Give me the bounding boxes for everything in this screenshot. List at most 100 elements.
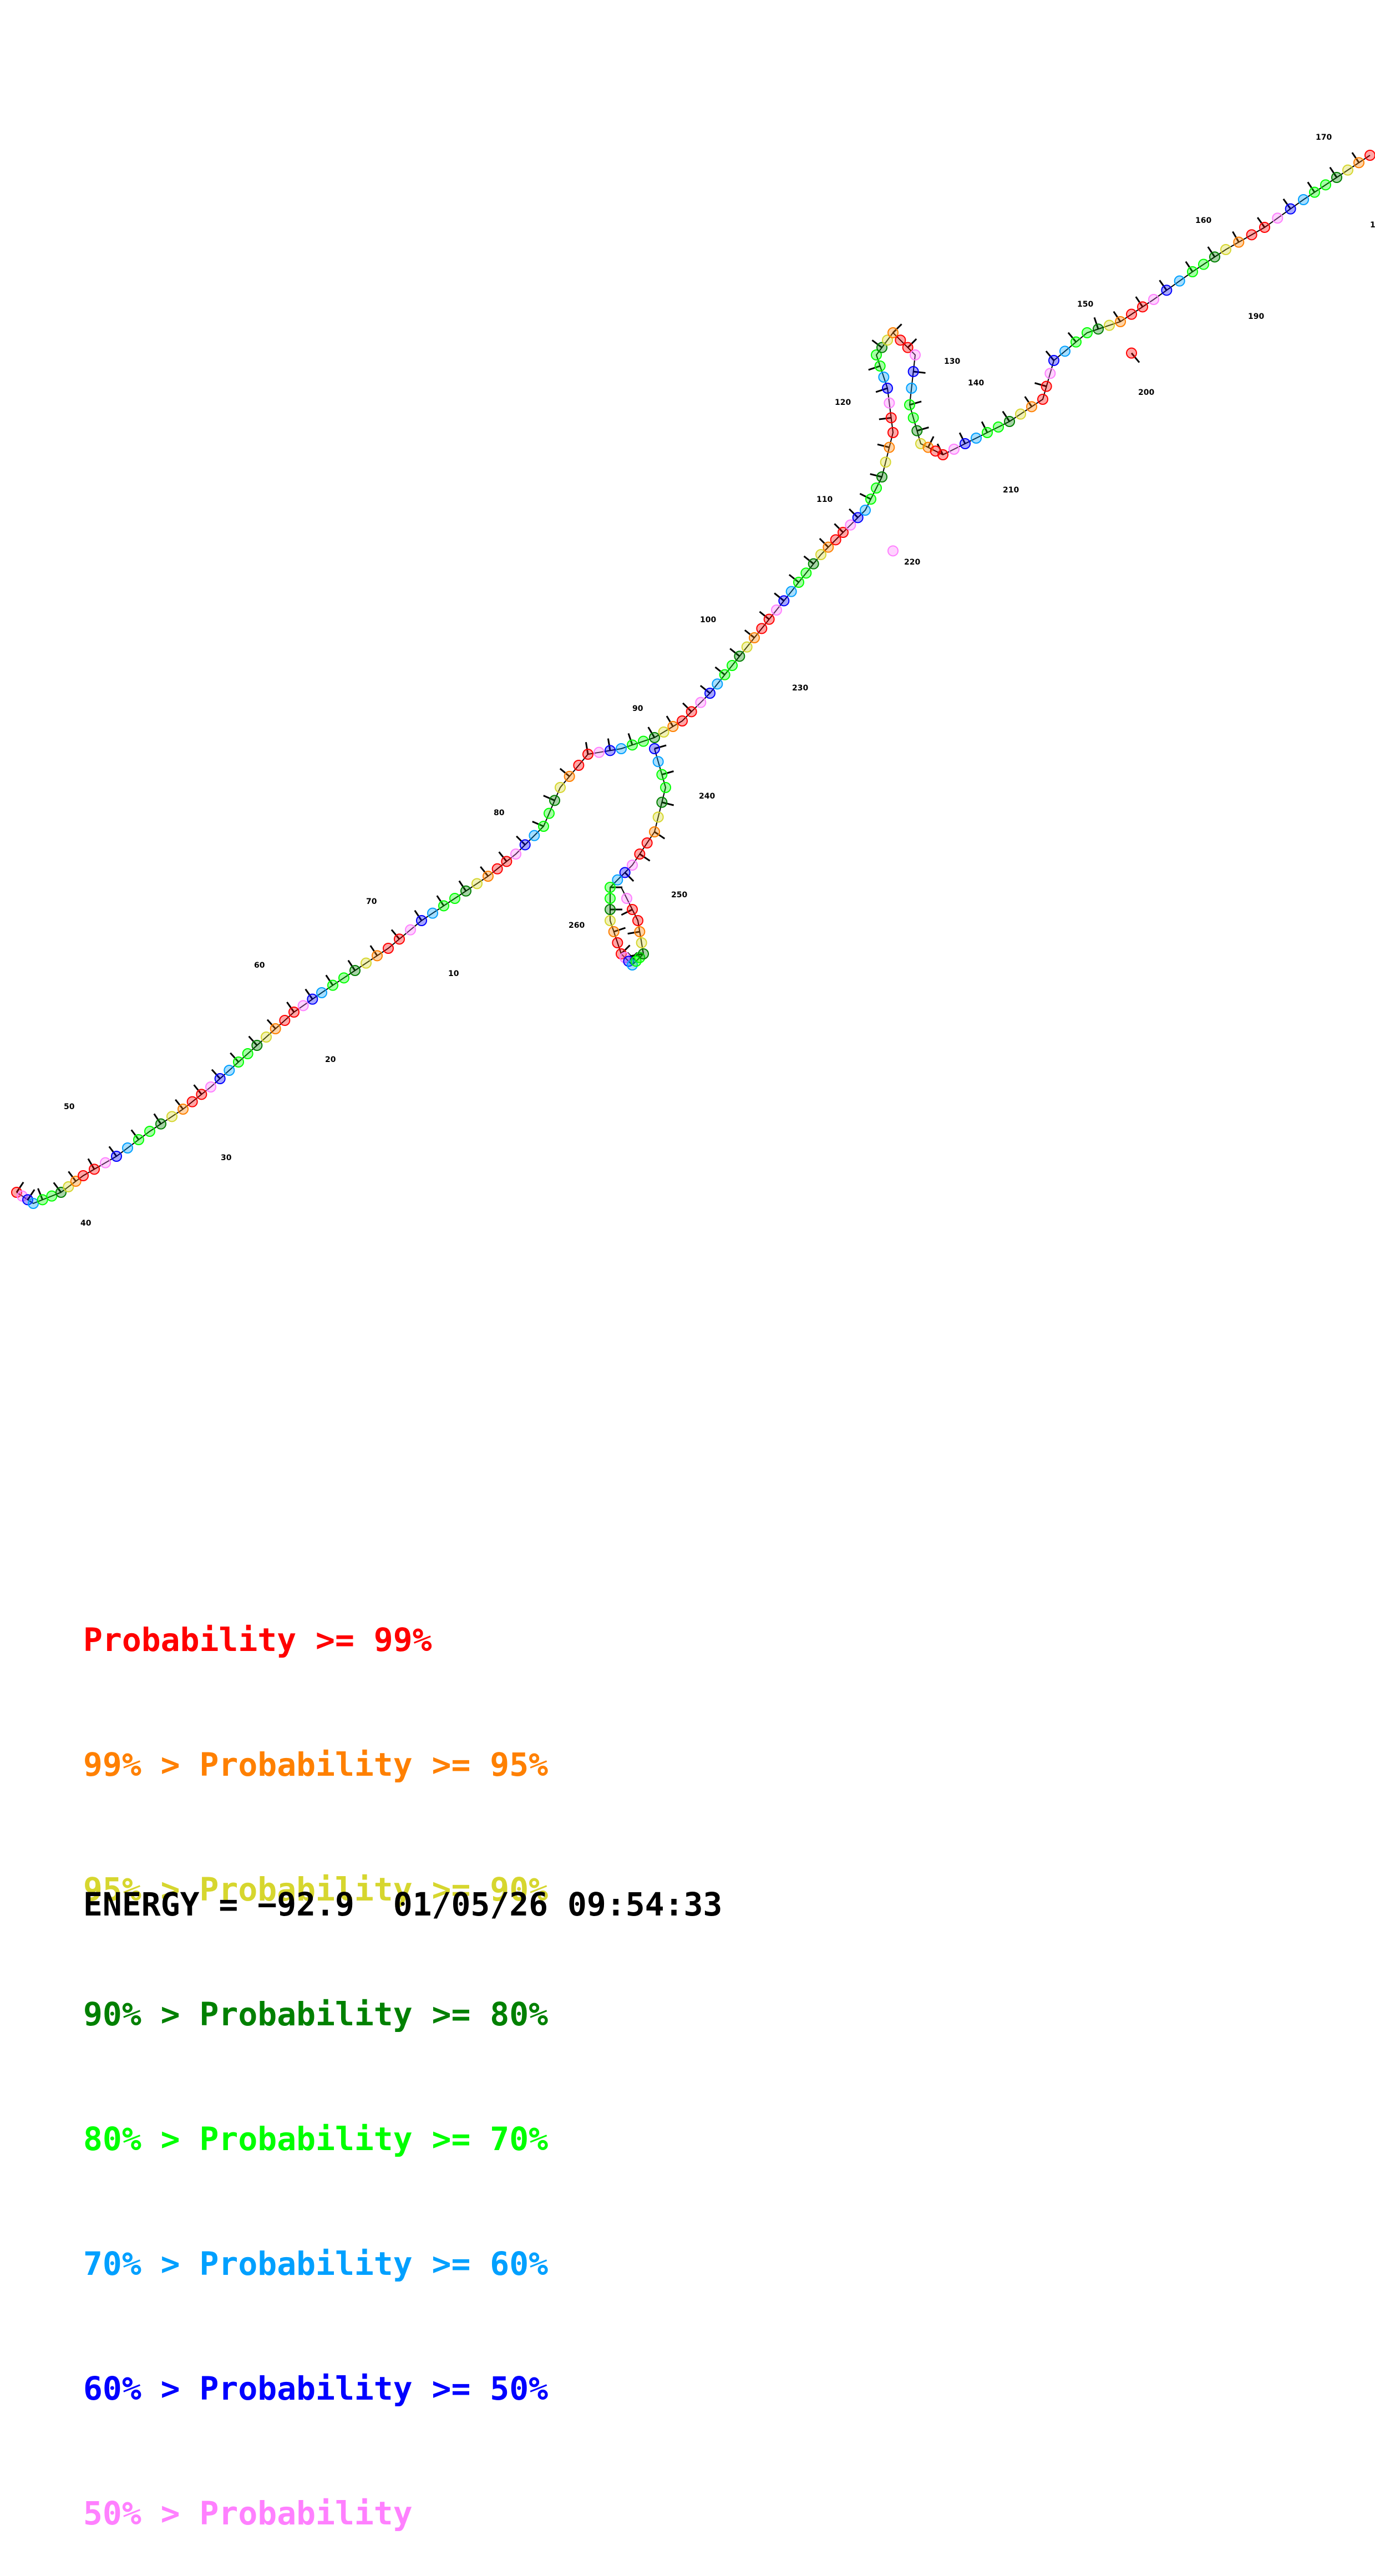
nucleotide xyxy=(605,904,616,915)
nucleotide xyxy=(549,795,560,806)
nucleotide xyxy=(667,721,679,732)
nucleotide xyxy=(838,527,849,538)
base-pair-bond xyxy=(819,538,829,548)
nucleotide xyxy=(656,769,668,780)
nucleotide xyxy=(155,1118,166,1130)
nucleotide xyxy=(1059,346,1070,357)
backbone-path xyxy=(16,155,1371,1205)
base-pair-bond xyxy=(1351,152,1360,164)
legend-text: Probability >= 90% xyxy=(199,1871,549,1908)
nucleotide xyxy=(793,577,804,588)
nucleotide xyxy=(573,760,585,771)
index-label: 200 xyxy=(1138,388,1154,397)
nucleotide xyxy=(649,826,660,837)
nucleotide xyxy=(815,549,826,560)
index-label: 260 xyxy=(569,921,585,930)
base-pair-bond xyxy=(175,1099,184,1110)
nucleotide xyxy=(316,987,327,998)
nucleotide xyxy=(904,399,915,410)
index-label: 170 xyxy=(1316,133,1332,142)
legend-text: Probability >= 60% xyxy=(199,2245,549,2283)
base-pair-bond xyxy=(892,323,902,334)
index-label: 30 xyxy=(221,1154,232,1162)
base-pair-bond xyxy=(759,611,770,620)
nucleotide xyxy=(845,519,856,531)
nucleotide xyxy=(78,1170,89,1181)
base-pair-bond xyxy=(699,685,711,694)
nucleotide xyxy=(686,706,697,718)
nucleotide xyxy=(100,1157,111,1168)
nucleotide xyxy=(871,349,882,360)
nucleotide xyxy=(636,937,647,948)
base-pair-bond xyxy=(849,508,859,519)
nucleotide xyxy=(652,811,664,823)
legend-text: Probability >= 50% xyxy=(199,2370,549,2407)
base-pair-bond xyxy=(37,1188,44,1200)
base-pair-bond xyxy=(436,895,445,907)
legend-prefix: 70% > xyxy=(83,2245,200,2283)
probability-legend: Probability >= 99% 99% > Probability >= … xyxy=(83,1536,548,2576)
nucleotide xyxy=(1220,244,1231,255)
base-pair-bond xyxy=(1256,217,1266,228)
nucleotide xyxy=(491,863,503,875)
base-pair-bond xyxy=(1135,296,1144,308)
base-pair-bond xyxy=(1002,410,1011,422)
nucleotide xyxy=(251,1040,263,1051)
legend-text: Probability >= 95% xyxy=(199,1746,549,1784)
nucleotide xyxy=(605,882,616,893)
nucleotide xyxy=(279,1015,291,1026)
nucleotide xyxy=(895,334,906,346)
nucleotide xyxy=(719,669,730,680)
nucleotide xyxy=(196,1089,207,1100)
base-pair-bond xyxy=(1045,350,1055,361)
nucleotide xyxy=(297,1000,309,1012)
nucleotide xyxy=(11,1187,22,1198)
index-label: 20 xyxy=(325,1055,336,1064)
base-pair-bond xyxy=(27,1189,35,1201)
nucleotide xyxy=(307,993,318,1005)
base-pair-bond xyxy=(714,666,725,675)
base-pair-bond xyxy=(532,820,544,827)
base-pair-bond xyxy=(1067,332,1077,343)
nucleotide xyxy=(1309,186,1320,198)
nucleotide xyxy=(907,412,919,424)
base-pair-bond xyxy=(788,574,799,583)
nucleotide xyxy=(960,438,971,449)
index-label: 230 xyxy=(792,684,808,693)
backbone-segment xyxy=(610,748,667,966)
base-pair-bond xyxy=(1307,181,1316,193)
base-pair-bond xyxy=(744,629,755,639)
nucleotide xyxy=(727,660,738,671)
nucleotide xyxy=(704,688,716,699)
nucleotide xyxy=(1342,164,1353,176)
nucleotide xyxy=(55,1187,67,1198)
index-label: 50 xyxy=(64,1102,75,1111)
base-pair-bond xyxy=(130,1129,140,1140)
nucleotide xyxy=(1259,222,1270,233)
base-pair-bond xyxy=(211,1069,221,1080)
nucleotide xyxy=(871,482,882,494)
nucleotide xyxy=(876,471,887,482)
nucleotide xyxy=(785,586,797,597)
base-pair-bond xyxy=(871,339,882,348)
base-pair-bond xyxy=(803,555,814,565)
base-pair-bond xyxy=(266,1019,276,1030)
nucleotide xyxy=(46,1190,58,1202)
base-pair-bond xyxy=(624,872,635,882)
base-pair-bond xyxy=(325,974,334,986)
nucleotide xyxy=(1137,301,1148,313)
index-label: 70 xyxy=(366,897,377,906)
index-label: 190 xyxy=(1248,312,1264,321)
nucleotide xyxy=(771,604,782,616)
nucleotide xyxy=(1037,394,1048,405)
base-pair-bond xyxy=(620,944,631,955)
nucleotide xyxy=(741,641,753,653)
base-pair-bond xyxy=(1113,311,1122,322)
index-label: 240 xyxy=(699,792,715,801)
base-pair-bond xyxy=(682,702,692,713)
legend-prefix: 60% > xyxy=(83,2370,200,2407)
index-label: 90 xyxy=(632,704,643,713)
nucleotide xyxy=(214,1073,226,1084)
nucleotide xyxy=(884,397,895,409)
nucleotide xyxy=(1331,172,1342,183)
